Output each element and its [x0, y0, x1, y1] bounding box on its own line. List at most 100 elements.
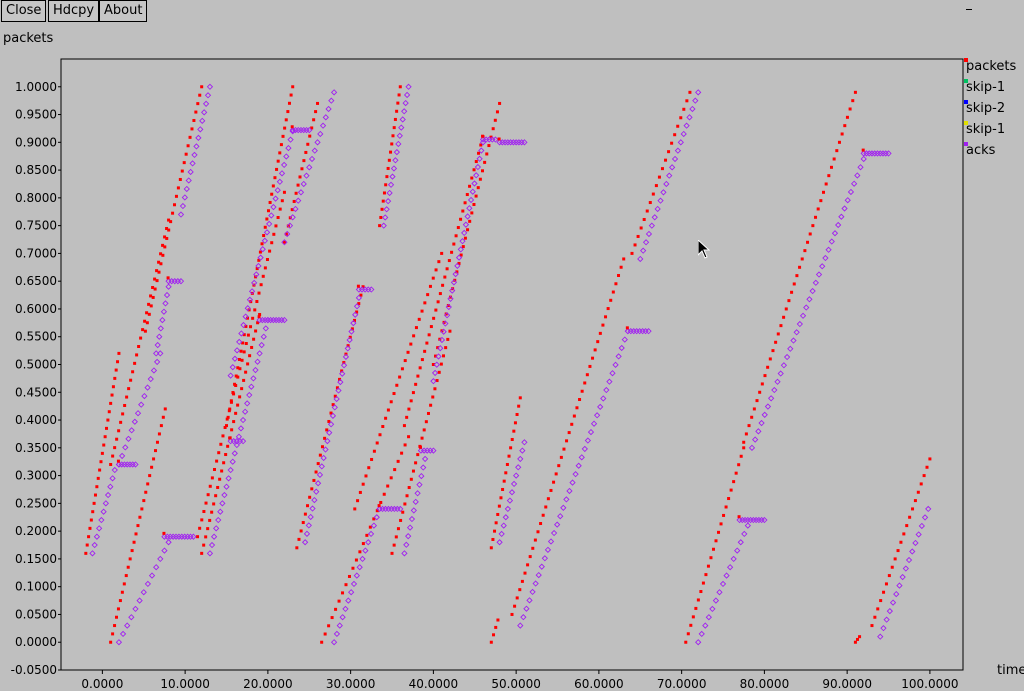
y-tick-label: 0.1000 — [15, 580, 57, 594]
packet-point — [399, 518, 403, 522]
packet-point — [278, 151, 282, 155]
ack-point — [712, 597, 720, 604]
packet-point — [111, 454, 115, 458]
ack-point — [191, 151, 198, 159]
packet-point — [85, 543, 89, 547]
ack-point — [185, 177, 192, 184]
packet-point — [147, 312, 151, 316]
ack-point — [252, 366, 259, 374]
ack-point — [197, 126, 204, 133]
ack-point — [730, 555, 737, 563]
packet-point — [202, 543, 206, 547]
packet-point — [272, 232, 276, 236]
ack-point — [305, 522, 312, 529]
x-tick-label: 10.0000 — [160, 677, 210, 691]
packet-point — [919, 482, 923, 486]
packet-point — [704, 573, 708, 577]
packet-point — [512, 429, 516, 433]
packet-point — [476, 186, 480, 190]
packet-point — [422, 428, 426, 432]
hdcpy-button[interactable]: Hdcpy — [48, 0, 100, 22]
packet-point — [282, 190, 286, 194]
packet-point — [176, 186, 180, 190]
ack-point — [442, 320, 449, 327]
ack-point — [260, 333, 267, 340]
packet-point — [149, 294, 153, 298]
packet-point — [572, 414, 576, 418]
packet-point — [884, 582, 888, 586]
about-button[interactable]: About — [99, 0, 148, 22]
ack-point — [406, 524, 414, 531]
ack-point — [752, 436, 759, 443]
packet-point — [167, 218, 171, 222]
packet-point — [664, 158, 668, 162]
packet-point — [130, 549, 134, 553]
ack-plateau-point — [132, 461, 139, 468]
packet-point — [684, 640, 688, 644]
packet-point — [274, 224, 278, 228]
packet-point — [251, 316, 255, 320]
ack-point — [774, 378, 781, 385]
ack-point — [600, 395, 607, 402]
packet-point — [273, 176, 277, 180]
packet-point — [174, 194, 178, 198]
packet-point — [370, 457, 374, 461]
y-tick-label: 0.2000 — [15, 524, 57, 538]
packet-point — [565, 439, 569, 443]
ack-point — [244, 305, 251, 312]
packet-point — [325, 428, 329, 432]
packet-point — [300, 167, 304, 171]
packet-point — [848, 107, 852, 111]
packet-point — [386, 484, 390, 488]
ack-point — [572, 471, 579, 478]
ack-point — [134, 410, 142, 417]
ack-point — [449, 287, 456, 294]
packet-point — [122, 582, 126, 586]
packet-point — [893, 557, 897, 561]
packet-point — [329, 411, 333, 415]
packet-point — [234, 411, 238, 415]
ack-point — [314, 139, 321, 146]
packet-point — [492, 633, 496, 637]
packet-point — [113, 624, 117, 628]
packet-point — [509, 446, 513, 450]
packet-point — [790, 290, 794, 294]
ack-point — [195, 134, 202, 142]
ack-point — [469, 188, 476, 195]
packet-point — [361, 482, 365, 486]
packet-point — [265, 217, 269, 221]
ack-point — [517, 622, 524, 629]
packet-point — [292, 199, 296, 203]
ack-point — [238, 330, 245, 337]
ack-point — [799, 312, 807, 319]
x-tick-label: 30.0000 — [326, 677, 376, 691]
close-button[interactable]: Close — [1, 0, 47, 22]
y-axis-label: packets — [3, 31, 54, 46]
ack-point — [793, 329, 800, 336]
ack-point — [193, 143, 200, 150]
ack-point — [157, 555, 164, 563]
packet-point — [394, 535, 398, 539]
packet-point — [219, 442, 223, 446]
ack-point — [806, 296, 813, 303]
packet-point — [109, 401, 113, 405]
packet-point — [452, 242, 456, 246]
ack-point — [476, 155, 483, 162]
ack-point — [538, 563, 545, 570]
packet-point — [353, 507, 357, 511]
packet-point — [390, 551, 394, 555]
ack-point — [433, 361, 440, 368]
ack-point — [554, 521, 561, 528]
packet-point — [424, 420, 428, 424]
packet-point — [117, 351, 121, 355]
ack-point — [115, 639, 123, 646]
packet-point — [334, 607, 338, 611]
ack-point — [262, 325, 269, 332]
packet-point — [428, 284, 432, 288]
ack-point — [547, 538, 555, 545]
packet-point — [218, 477, 222, 481]
packet-point — [208, 518, 212, 522]
ack-point — [692, 97, 699, 104]
packet-point — [145, 311, 149, 315]
packet-point — [559, 455, 563, 459]
